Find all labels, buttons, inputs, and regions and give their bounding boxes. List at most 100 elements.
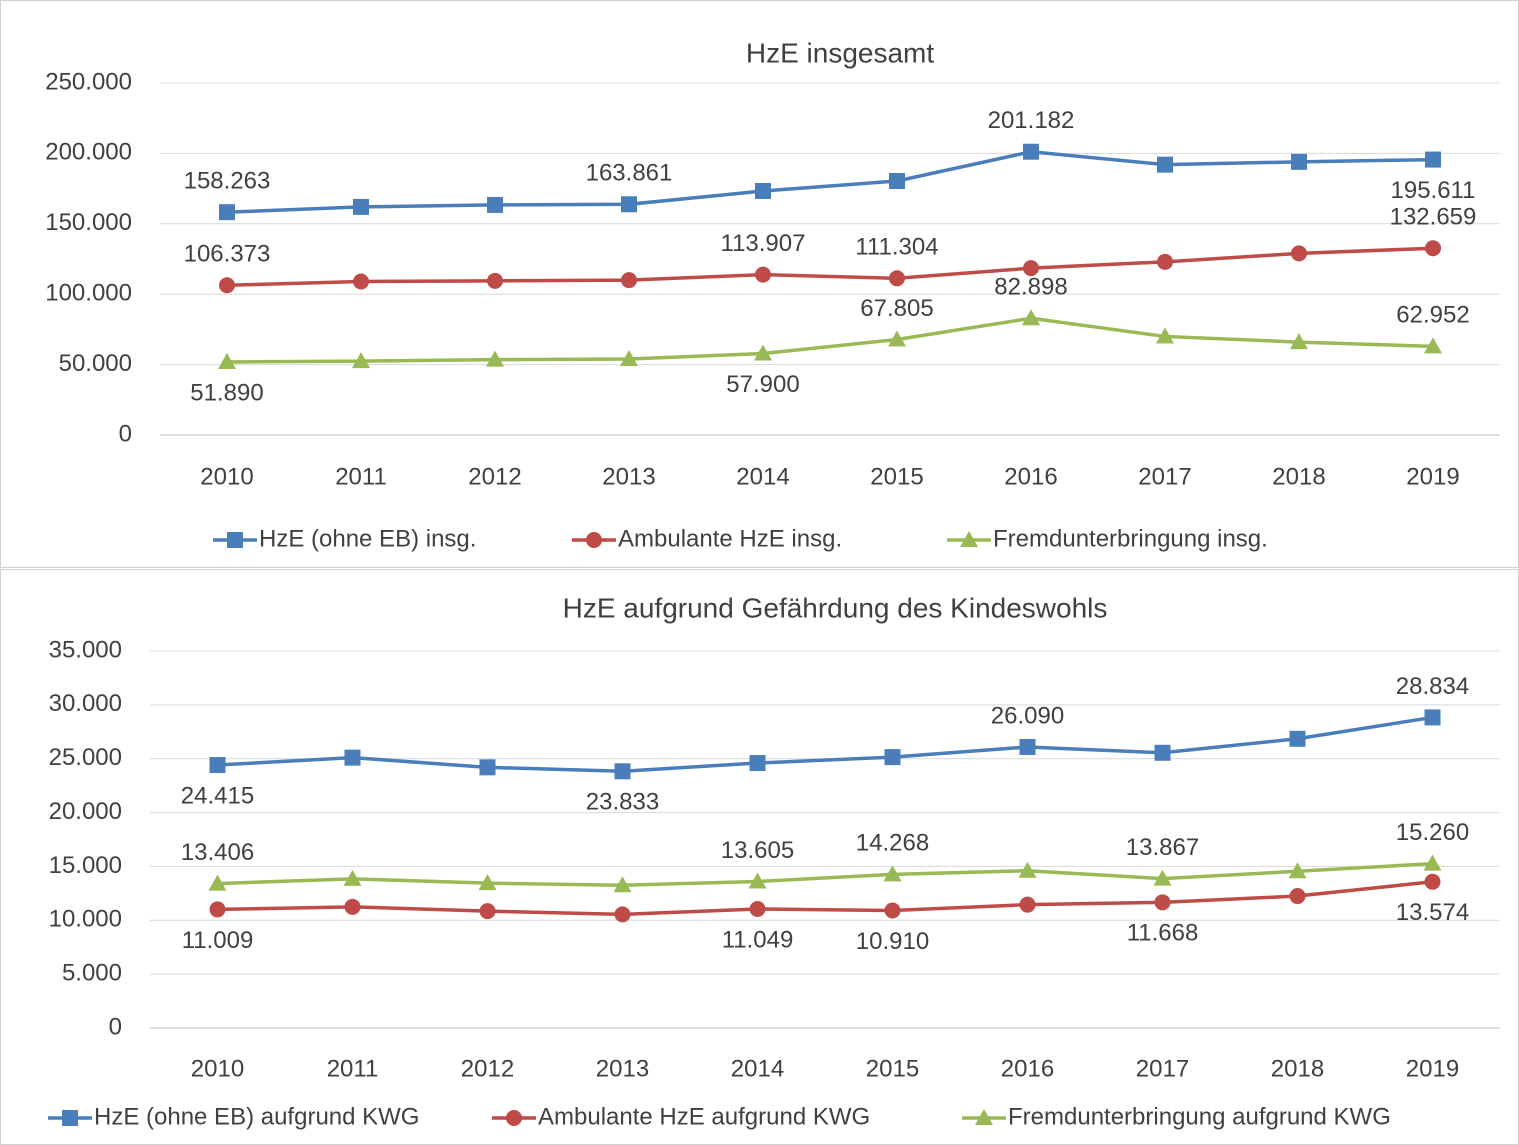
data-label: 82.898: [994, 274, 1067, 301]
data-label: 15.260: [1396, 819, 1469, 846]
marker: [1022, 309, 1040, 326]
y-tick-label: 0: [109, 1013, 122, 1040]
marker: [749, 900, 766, 917]
marker: [1153, 869, 1172, 886]
y-tick-label: 25.000: [49, 744, 122, 771]
legend-label: Ambulante HzE aufgrund KWG: [538, 1103, 870, 1130]
data-label: 106.373: [184, 241, 271, 268]
marker: [1154, 744, 1171, 761]
x-tick-label: 2014: [736, 463, 789, 490]
x-tick-label: 2013: [596, 1055, 649, 1082]
x-tick-label: 2019: [1406, 1055, 1459, 1082]
marker: [353, 273, 369, 290]
x-tick-label: 2017: [1138, 463, 1191, 490]
marker: [1291, 153, 1307, 170]
y-tick-label: 35.000: [49, 636, 122, 663]
marker: [621, 196, 637, 213]
marker: [218, 352, 236, 369]
x-tick-label: 2014: [731, 1055, 784, 1082]
x-tick-label: 2017: [1136, 1055, 1189, 1082]
marker: [1156, 327, 1174, 344]
marker: [755, 182, 771, 199]
y-tick-label: 150.000: [45, 209, 132, 236]
marker: [884, 902, 901, 919]
marker: [884, 749, 901, 766]
data-label: 111.304: [855, 234, 938, 261]
marker: [219, 277, 235, 294]
marker: [1157, 253, 1173, 270]
y-tick-label: 20.000: [49, 798, 122, 825]
series-line: [226, 316, 1434, 364]
marker: [1424, 873, 1441, 890]
data-label: 14.268: [856, 830, 929, 857]
marker: [1425, 240, 1441, 257]
marker: [889, 172, 905, 189]
x-tick-label: 2010: [191, 1055, 244, 1082]
y-tick-label: 50.000: [59, 350, 132, 377]
marker: [487, 272, 503, 289]
marker: [883, 865, 902, 882]
marker: [754, 344, 772, 361]
x-tick-label: 2010: [200, 463, 253, 490]
data-label: 11.668: [1127, 920, 1199, 947]
data-label: 57.900: [726, 371, 799, 398]
marker: [1019, 896, 1036, 913]
y-tick-label: 5.000: [62, 959, 122, 986]
marker: [343, 869, 362, 886]
data-label: 67.805: [860, 295, 933, 322]
marker: [62, 1110, 78, 1126]
marker: [1423, 854, 1442, 871]
marker: [209, 757, 226, 774]
marker: [1288, 862, 1307, 879]
x-tick-label: 2011: [327, 1055, 379, 1082]
data-label: 26.090: [991, 702, 1064, 729]
marker: [1289, 888, 1306, 905]
legend-label: HzE (ohne EB) insg.: [259, 525, 476, 552]
series-line: [217, 861, 1433, 888]
marker: [227, 532, 243, 548]
chart-title: HzE aufgrund Gefährdung des Kindeswohls: [563, 592, 1108, 623]
marker: [353, 198, 369, 215]
x-tick-label: 2016: [1004, 463, 1057, 490]
data-label: 13.406: [181, 839, 254, 866]
series-line: [217, 880, 1433, 917]
marker: [1425, 151, 1441, 168]
marker: [1289, 730, 1306, 747]
marker: [479, 903, 496, 920]
data-label: 28.834: [1396, 673, 1469, 700]
marker: [748, 872, 767, 889]
marker: [614, 906, 631, 923]
data-label: 23.833: [586, 789, 659, 816]
y-tick-label: 0: [119, 420, 132, 447]
marker: [344, 749, 361, 766]
x-tick-label: 2018: [1272, 463, 1325, 490]
marker: [1424, 337, 1442, 354]
x-tick-label: 2019: [1406, 463, 1459, 490]
series-line: [226, 149, 1434, 214]
legend-label: Ambulante HzE insg.: [618, 525, 842, 552]
x-tick-label: 2015: [866, 1055, 919, 1082]
data-label: 24.415: [181, 782, 254, 809]
series-line: [217, 715, 1433, 774]
marker: [1023, 143, 1039, 160]
marker: [1023, 260, 1039, 277]
data-label: 62.952: [1396, 302, 1469, 329]
marker: [614, 763, 631, 780]
data-label: 10.910: [856, 928, 929, 955]
marker: [613, 876, 632, 893]
marker: [889, 270, 905, 287]
marker: [352, 352, 370, 369]
marker: [586, 532, 602, 548]
marker: [1157, 156, 1173, 173]
marker: [478, 874, 497, 891]
y-tick-label: 30.000: [49, 690, 122, 717]
marker: [1154, 894, 1171, 911]
series-line: [226, 246, 1434, 287]
marker: [1291, 245, 1307, 262]
data-label: 201.182: [988, 107, 1075, 134]
legend-label: Fremdunterbringung insg.: [993, 525, 1268, 552]
data-label: 195.611: [1391, 177, 1476, 204]
marker: [506, 1110, 522, 1126]
data-label: 51.890: [190, 379, 263, 406]
